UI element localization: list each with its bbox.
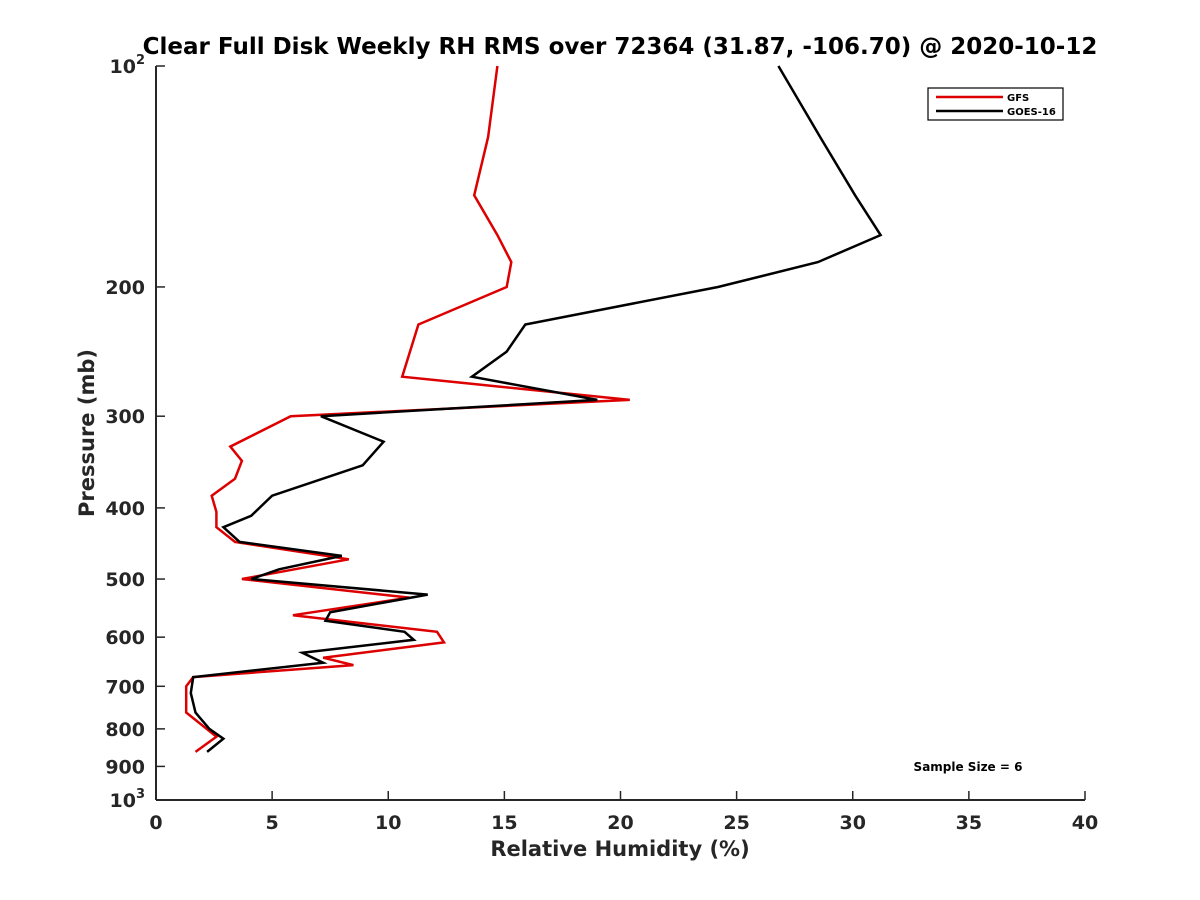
sample-size-note: Sample Size = 6 [914,760,1023,774]
y-tick-label: 700 [105,676,145,698]
y-tick-label: 102 [110,53,146,78]
x-tick-label: 0 [149,812,162,834]
legend-label-gfs: GFS [1007,93,1029,104]
x-tick-label: 10 [375,812,401,834]
x-tick-label: 40 [1072,812,1098,834]
y-tick-label: 400 [105,498,145,520]
y-tick-label: 200 [105,277,145,299]
x-tick-label: 30 [840,812,866,834]
axes-layer [155,66,1085,801]
x-tick-label: 25 [723,812,749,834]
series-line-gfs [184,65,630,753]
x-tick-layer: 0 5 10 15 20 25 30 35 40 [149,791,1098,834]
x-tick-label: 35 [956,812,982,834]
y-tick-label: 300 [105,406,145,428]
chart-title: Clear Full Disk Weekly RH RMS over 72364… [143,34,1098,60]
legend-box [927,87,1064,121]
y-axis-title: Pressure (mb) [75,349,99,517]
y-tick-label: 900 [105,756,145,778]
x-tick-label: 5 [266,812,279,834]
legend: GFS GOES-16 [927,87,1064,121]
series-layer [184,65,883,753]
x-tick-label: 20 [607,812,633,834]
y-tick-label: 103 [110,787,146,812]
y-tick-layer: 102 200 300 400 500 600 700 800 900 103 [105,53,165,812]
legend-label-goes16: GOES-16 [1007,107,1056,118]
y-tick-label: 800 [105,719,145,741]
y-tick-label: 500 [105,569,145,591]
y-tick-label: 600 [105,627,145,649]
series-line-goes-16 [189,65,883,753]
x-tick-label: 15 [491,812,517,834]
x-axis-title: Relative Humidity (%) [490,837,749,861]
